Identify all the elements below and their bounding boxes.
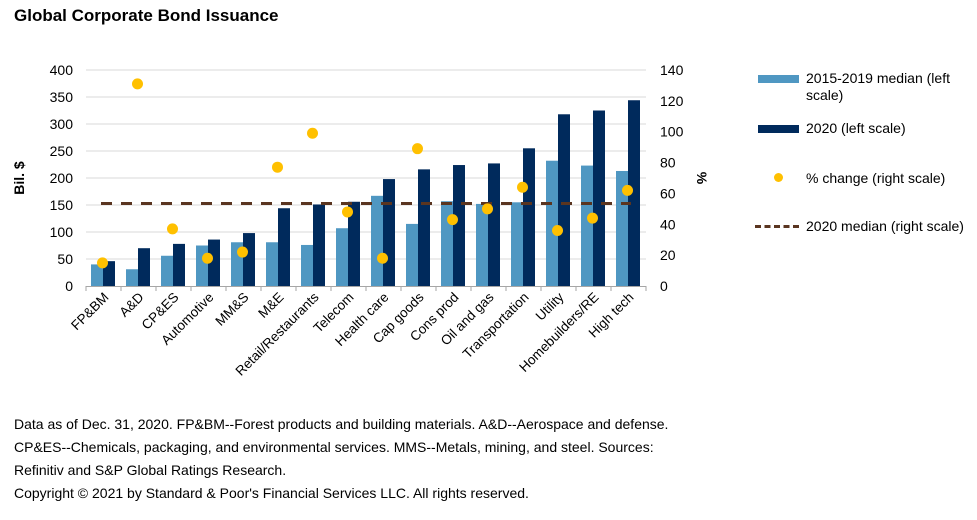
bar-2020 [103,261,115,286]
bars [91,100,640,287]
bar-2020 [348,201,360,286]
bar-2015-2019-median [126,269,138,286]
legend-item-2020-median: 2020 median (right scale) [755,218,976,240]
right-tick-label: 80 [660,155,676,171]
bar-2015-2019-median [91,264,103,286]
pct-change-dot [307,127,318,139]
footnote-line: Refinitiv and S&P Global Ratings Researc… [14,462,287,478]
bar-2015-2019-median [161,255,173,286]
right-axis-label: % [694,172,710,185]
bar-2020 [453,165,465,286]
left-tick-label: 300 [50,116,74,132]
left-tick-label: 200 [50,170,74,186]
bar-2020 [173,243,185,286]
chart-title: Global Corporate Bond Issuance [14,6,279,25]
right-tick-label: 140 [660,62,684,78]
pct-change-dot [342,206,353,218]
legend-label: 2020 (left scale) [806,120,906,136]
bar-2015-2019-median [511,202,523,286]
bar-2020 [208,239,220,286]
right-tick-label: 100 [660,124,684,140]
bar-2020 [523,148,535,286]
footnote-line: CP&ES--Chemicals, packaging, and environ… [14,439,654,455]
bar-2020 [558,114,570,286]
pct-change-dot [377,252,388,264]
bar-2015-2019-median [336,228,348,286]
left-tick-labels: 0 50 100 150 200 250 300 350 400 [50,62,74,294]
legend-swatch-dash [755,218,799,240]
legend-item-2020: 2020 (left scale) [755,120,976,142]
chart: 0 50 100 150 200 250 300 350 400 0 20 40 60 80 100 120… [11,62,710,379]
legend-label: % change (right scale) [806,170,946,186]
bar-2015-2019-median [406,223,418,286]
x-tick-label: M&E [255,290,286,321]
dots [97,78,633,269]
bar-2020 [313,204,325,286]
bar-2020 [243,233,255,286]
right-tick-label: 20 [660,247,676,263]
right-tick-labels: 0 20 40 60 80 100 120 140 [660,62,684,294]
left-tick-label: 150 [50,197,74,213]
left-tick-label: 400 [50,62,74,78]
bar-2020 [488,163,500,286]
pct-change-dot [412,143,423,155]
bar-2015-2019-median [581,165,593,286]
legend-label: 2020 median (right scale) [806,218,964,234]
pct-change-dot [552,224,563,236]
pct-change-dot [482,203,493,215]
bar-2015-2019-median [301,244,313,286]
pct-change-dot [132,78,143,90]
bar-2020 [593,110,605,286]
bar-2015-2019-median [266,242,278,286]
pct-change-dot [517,181,528,193]
bar-2020 [383,179,395,286]
copyright: Copyright © 2021 by Standard & Poor's Fi… [14,485,529,501]
footnote-line: Data as of Dec. 31, 2020. FP&BM--Forest … [14,416,669,432]
x-tick-label: MM&S [212,290,251,329]
left-tick-label: 100 [50,224,74,240]
legend-swatch-dot-icon [755,170,799,192]
bar-2015-2019-median [371,195,383,286]
bar-2015-2019-median [476,203,488,286]
legend-swatch-light-bar [755,70,799,92]
pct-change-dot [97,257,108,269]
bar-2020 [628,100,640,287]
left-axis-label: Bil. $ [11,161,27,195]
pct-change-dot [272,161,283,173]
right-tick-label: 120 [660,93,684,109]
bar-2015-2019-median [546,160,558,286]
x-tick-label: FP&BM [68,290,111,333]
pct-change-dot [237,246,248,258]
footnote: Data as of Dec. 31, 2020. FP&BM--Forest … [14,413,974,505]
pct-change-dot [167,223,178,235]
bar-2020 [278,208,290,286]
legend-label: 2015-2019 median (left scale) [806,70,950,103]
left-tick-label: 250 [50,143,74,159]
bar-2020 [418,169,430,286]
left-tick-label: 350 [50,89,74,105]
legend-swatch-dark-bar [755,120,799,142]
left-tick-label: 50 [57,251,73,267]
right-tick-label: 0 [660,278,668,294]
x-tick-label: A&D [116,289,146,319]
right-tick-label: 40 [660,216,676,232]
legend-item-pct-change: % change (right scale) [755,170,976,192]
pct-change-dot [622,184,633,196]
pct-change-dot [202,252,213,264]
right-tick-label: 60 [660,185,676,201]
pct-change-dot [587,212,598,224]
bar-2020 [138,248,150,286]
legend-item-2015-2019-median: 2015-2019 median (left scale) [755,70,976,104]
bar-2015-2019-median [196,245,208,286]
bar-2015-2019-median [441,201,453,286]
left-tick-label: 0 [65,278,73,294]
axes [85,286,647,291]
pct-change-dot [447,214,458,226]
bar-2015-2019-median [616,170,628,286]
